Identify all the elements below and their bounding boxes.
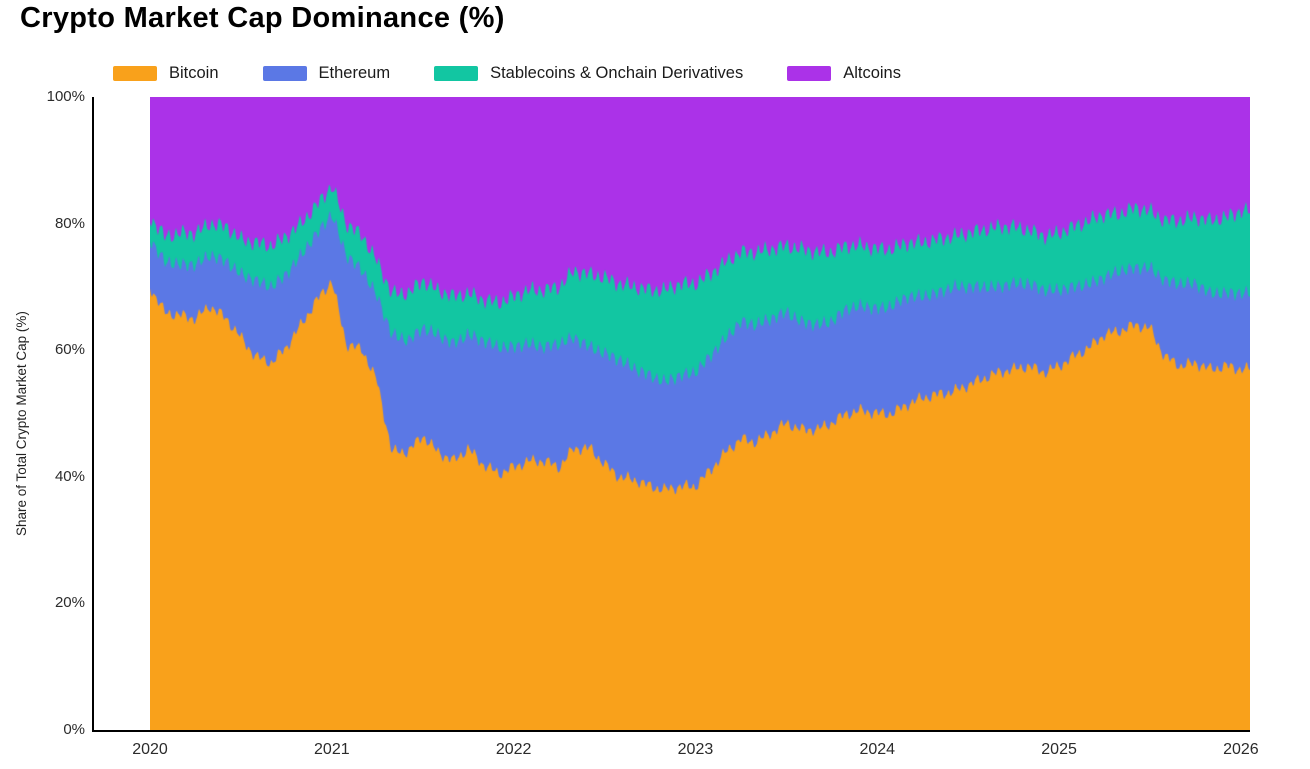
x-tick-label: 2026 (1223, 741, 1259, 758)
y-tick-label: 60% (54, 341, 85, 359)
legend-item-altcoins: Altcoins (787, 64, 901, 83)
x-tick-label: 2023 (677, 741, 714, 758)
y-tick-label: 100% (46, 88, 85, 105)
y-tick-label: 80% (54, 214, 85, 232)
legend-swatch-icon (434, 66, 479, 81)
legend-item-stablecoins-onchain-derivatives: Stablecoins & Onchain Derivatives (434, 64, 743, 83)
legend-label: Altcoins (843, 64, 901, 82)
x-tick-label: 2024 (859, 741, 896, 758)
x-axis-line (92, 730, 1250, 732)
legend-swatch-icon (113, 66, 157, 81)
x-tick-label: 2022 (495, 741, 532, 758)
x-tick-label: 2025 (1041, 741, 1077, 758)
legend-item-ethereum: Ethereum (262, 64, 391, 83)
legend: Bitcoin Ethereum Stablecoins & Onchain Der… (113, 64, 901, 83)
legend-swatch-icon (262, 66, 307, 81)
legend-item-bitcoin: Bitcoin (113, 64, 219, 83)
legend-label: Bitcoin (169, 64, 219, 82)
legend-swatch-icon (787, 66, 832, 81)
y-axis-line (92, 97, 94, 732)
y-tick-label: 40% (54, 467, 85, 485)
legend-label: Stablecoins & Onchain Derivatives (490, 64, 744, 82)
stacked-area-chart (150, 97, 1250, 730)
chart-title: Crypto Market Cap Dominance (%) (20, 2, 505, 34)
legend-label: Ethereum (318, 64, 391, 82)
x-tick-label: 2020 (132, 741, 168, 758)
y-tick-label: 20% (54, 594, 85, 612)
x-tick-label: 2021 (314, 741, 350, 758)
y-tick-label: 0% (63, 721, 85, 738)
